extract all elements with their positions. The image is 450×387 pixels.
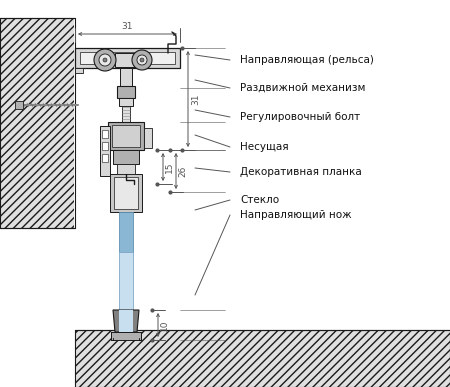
Text: 31: 31 [122, 22, 133, 31]
Bar [119, 212, 133, 252]
Circle shape [103, 58, 107, 62]
Circle shape [132, 50, 152, 70]
Bar [113, 150, 139, 164]
Bar [75, 48, 180, 68]
Circle shape [140, 58, 144, 62]
Bar [119, 252, 133, 310]
Text: Направляющая (рельса): Направляющая (рельса) [240, 55, 374, 65]
Bar [119, 310, 133, 332]
Text: Несущая: Несущая [240, 142, 288, 152]
Circle shape [99, 54, 111, 66]
Bar [80, 52, 175, 64]
Bar [120, 68, 132, 86]
Text: Регулировочный болт: Регулировочный болт [240, 112, 360, 122]
Circle shape [94, 49, 116, 71]
Bar [0, 18, 75, 228]
Polygon shape [113, 310, 139, 332]
Bar [100, 126, 110, 176]
Bar [119, 98, 133, 106]
Circle shape [137, 55, 147, 65]
Bar [102, 142, 108, 150]
Bar [111, 332, 141, 340]
Text: Декоративная планка: Декоративная планка [240, 167, 362, 177]
Bar [117, 86, 135, 98]
Text: 10: 10 [160, 319, 169, 331]
Text: Стекло: Стекло [240, 195, 279, 205]
Bar [102, 130, 108, 138]
Text: Направляющий нож: Направляющий нож [240, 210, 351, 220]
Text: 31: 31 [191, 93, 200, 105]
Bar [75, 330, 450, 387]
Text: 26: 26 [178, 165, 187, 177]
Bar [75, 68, 83, 73]
Text: Раздвижной механизм: Раздвижной механизм [240, 83, 365, 93]
Bar [115, 53, 135, 67]
Bar [144, 128, 152, 148]
Bar [117, 164, 135, 174]
Bar [112, 125, 140, 147]
Text: 15: 15 [165, 161, 174, 173]
Bar [110, 174, 142, 212]
Bar [74, 18, 78, 228]
Bar [108, 122, 144, 150]
Bar [102, 154, 108, 162]
Bar [122, 106, 130, 122]
Bar [15, 101, 23, 109]
Bar [114, 177, 138, 209]
